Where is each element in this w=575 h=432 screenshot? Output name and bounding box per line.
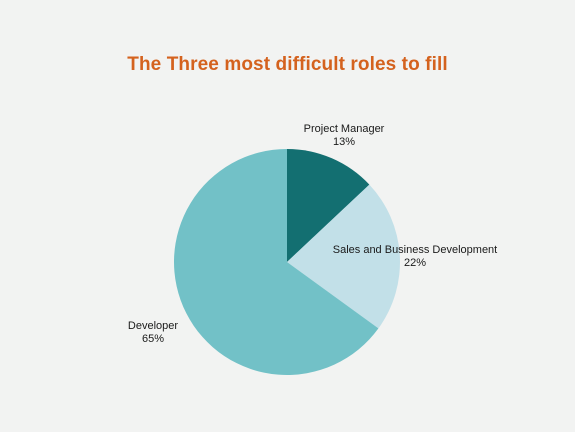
pie-slice-project-manager <box>287 149 370 262</box>
pie-slice-developer <box>174 149 379 375</box>
chart-title: The Three most difficult roles to fill <box>127 54 448 75</box>
pie-slices <box>174 149 400 375</box>
slice-value-label: 22% <box>404 257 426 269</box>
slice-label: Developer <box>128 320 178 332</box>
slice-value-label: 65% <box>142 333 164 345</box>
slice-label: Project Manager <box>304 123 385 135</box>
pie-slice-sales-and-business-development <box>287 184 400 329</box>
slice-value-label: 13% <box>333 136 355 148</box>
slice-label: Sales and Business Development <box>333 244 497 256</box>
